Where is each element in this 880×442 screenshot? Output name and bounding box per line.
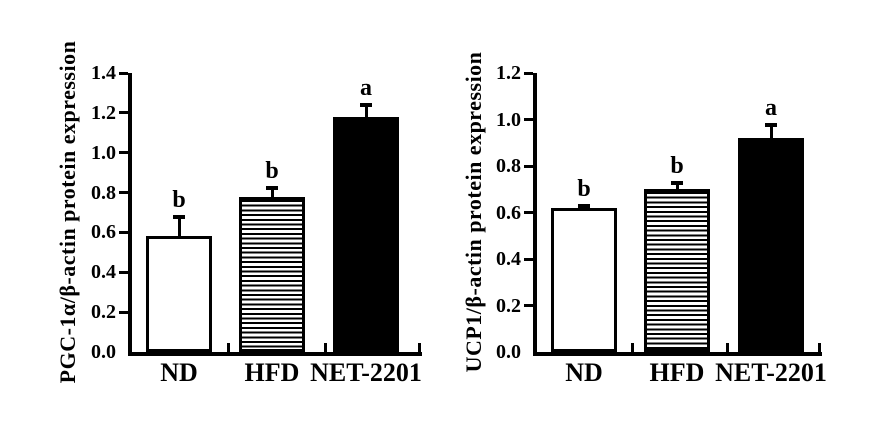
x-axis-tick bbox=[323, 343, 327, 352]
plot-area-ucp1: 0.0 0.2 0.4 0.6 0.8 1.0 1.2 b ND b HFD a NET-2201 bbox=[496, 63, 827, 386]
y-axis-tick-label: 0.8 bbox=[91, 181, 116, 204]
error-bar bbox=[177, 217, 181, 238]
error-bar-cap bbox=[173, 214, 185, 219]
y-axis-tick bbox=[119, 111, 128, 115]
x-axis-tick bbox=[630, 343, 634, 352]
error-bar bbox=[675, 184, 679, 191]
y-axis-tick bbox=[119, 71, 128, 75]
significance-letter: b bbox=[172, 186, 186, 213]
error-bar bbox=[582, 206, 586, 209]
error-bar-cap bbox=[266, 185, 278, 190]
y-axis-tick bbox=[524, 164, 533, 168]
y-axis-tick bbox=[524, 257, 533, 261]
y-axis-tick bbox=[119, 310, 128, 314]
error-bar bbox=[364, 105, 368, 118]
y-axis-tick-label: 1.2 bbox=[496, 62, 521, 84]
error-bar-cap bbox=[671, 181, 683, 186]
y-axis-tick-label: 1.0 bbox=[91, 141, 116, 164]
x-axis-tick bbox=[227, 343, 231, 352]
y-axis-tick-label: 1.2 bbox=[91, 101, 116, 124]
y-axis-tick-label: 0.8 bbox=[496, 155, 521, 177]
y-axis-tick bbox=[524, 211, 533, 214]
y-axis-tick bbox=[119, 270, 128, 274]
y-axis-tick-label: 0.4 bbox=[91, 261, 116, 284]
y-axis-label-ucp1: UCP1/β-actin protein expression bbox=[461, 51, 486, 373]
y-axis-tick bbox=[119, 230, 128, 234]
y-axis-tick-label: 0.2 bbox=[91, 301, 116, 324]
significance-letter: b bbox=[670, 153, 684, 180]
y-axis-tick-label: 0.0 bbox=[91, 341, 116, 363]
bar-hfd bbox=[239, 196, 305, 352]
error-bar bbox=[769, 126, 773, 140]
bar-net-2201 bbox=[738, 138, 804, 352]
y-axis-tick-label: 0.4 bbox=[496, 248, 521, 270]
error-bar-cap bbox=[578, 203, 590, 208]
y-axis-tick-label: 1.4 bbox=[91, 62, 116, 84]
x-axis-tick bbox=[725, 343, 729, 352]
y-axis-tick-label: 0.0 bbox=[496, 341, 521, 363]
y-axis-tick-label: 1.0 bbox=[496, 108, 521, 131]
significance-letter: a bbox=[360, 74, 372, 101]
y-axis-label-pgc1a: PGC-1α/β-actin protein expression bbox=[55, 40, 80, 384]
bar-net-2201 bbox=[333, 116, 399, 352]
category-label: NET-2201 bbox=[310, 358, 422, 387]
y-axis-tick bbox=[524, 304, 533, 307]
x-axis-tick bbox=[417, 343, 421, 352]
significance-letter: b bbox=[577, 175, 591, 202]
y-axis-tick bbox=[119, 191, 128, 195]
bar-nd bbox=[146, 236, 212, 352]
plot-area-pgc1a: 0.0 0.2 0.4 0.6 0.8 1.0 1.2 1.4 b ND b HFD a NET-2201 bbox=[91, 63, 422, 386]
significance-letter: b bbox=[265, 157, 279, 184]
error-bar-cap bbox=[360, 102, 372, 107]
category-label: ND bbox=[565, 358, 603, 387]
significance-letter: a bbox=[765, 95, 777, 122]
y-axis-tick bbox=[524, 118, 533, 121]
error-bar bbox=[270, 188, 274, 198]
category-label: HFD bbox=[244, 358, 300, 387]
y-axis-tick bbox=[524, 71, 533, 75]
category-label: ND bbox=[160, 358, 198, 387]
category-label: HFD bbox=[649, 358, 705, 387]
bar-nd bbox=[551, 207, 617, 352]
y-axis-tick-label: 0.6 bbox=[496, 201, 521, 224]
y-axis-tick-label: 0.6 bbox=[91, 221, 116, 244]
y-axis-tick-label: 0.2 bbox=[496, 294, 521, 317]
bar-hfd bbox=[644, 189, 710, 352]
category-label: NET-2201 bbox=[715, 358, 827, 387]
x-axis-tick bbox=[817, 343, 821, 352]
y-axis-tick bbox=[119, 151, 128, 155]
error-bar-cap bbox=[765, 123, 777, 128]
